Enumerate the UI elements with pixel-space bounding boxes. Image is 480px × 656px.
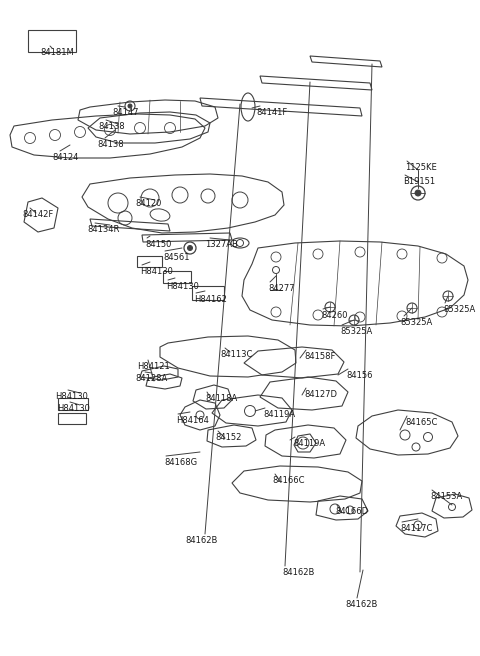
Text: 84156: 84156 (346, 371, 372, 380)
Text: H84130: H84130 (166, 282, 199, 291)
Text: 84165C: 84165C (405, 418, 437, 427)
Bar (137, 256, 162, 267)
Bar (58, 413, 86, 424)
Text: 85325A: 85325A (443, 305, 475, 314)
Text: 84142F: 84142F (22, 210, 53, 219)
Text: 84128A: 84128A (135, 374, 167, 383)
Text: 84166C: 84166C (272, 476, 304, 485)
Circle shape (188, 245, 192, 251)
Circle shape (128, 104, 132, 108)
Text: 84124: 84124 (52, 153, 78, 162)
Text: H84130: H84130 (140, 267, 173, 276)
Text: H84130: H84130 (57, 404, 90, 413)
Text: 84141F: 84141F (256, 108, 287, 117)
Text: H84130: H84130 (55, 392, 88, 401)
Text: 84127D: 84127D (304, 390, 337, 399)
Text: 84162B: 84162B (345, 600, 377, 609)
Text: 84277: 84277 (268, 284, 295, 293)
Text: 84181M: 84181M (40, 48, 74, 57)
Bar (28, 30, 76, 52)
Text: 84168G: 84168G (164, 458, 197, 467)
Text: 84119A: 84119A (293, 439, 325, 448)
Text: 84152: 84152 (215, 433, 241, 442)
Text: 84118A: 84118A (205, 394, 237, 403)
Text: 84162B: 84162B (185, 536, 217, 545)
Bar (58, 398, 88, 410)
Text: 84119A: 84119A (263, 410, 295, 419)
Text: 1327AB: 1327AB (205, 240, 238, 249)
Text: 1125KE: 1125KE (405, 163, 437, 172)
Text: 84120: 84120 (135, 199, 161, 208)
Text: 84113C: 84113C (220, 350, 252, 359)
Text: 85325A: 85325A (400, 318, 432, 327)
Text: 84153A: 84153A (430, 492, 462, 501)
Text: 85325A: 85325A (340, 327, 372, 336)
Text: 84134R: 84134R (87, 225, 120, 234)
Text: 84147: 84147 (112, 108, 139, 117)
Text: 84138: 84138 (97, 140, 124, 149)
Text: 84150: 84150 (145, 240, 171, 249)
Text: 84138: 84138 (98, 122, 125, 131)
Text: 84561: 84561 (163, 253, 190, 262)
Text: 84162B: 84162B (282, 568, 314, 577)
Text: 84117C: 84117C (400, 524, 432, 533)
Text: B19151: B19151 (403, 177, 435, 186)
Bar (192, 286, 224, 300)
Text: 84166D: 84166D (335, 507, 368, 516)
Text: H84121: H84121 (137, 362, 170, 371)
Circle shape (415, 190, 421, 196)
Text: 84158F: 84158F (304, 352, 336, 361)
Text: H84162: H84162 (194, 295, 227, 304)
Bar (163, 271, 191, 283)
Text: H84164: H84164 (176, 416, 209, 425)
Text: 84260: 84260 (321, 311, 348, 320)
